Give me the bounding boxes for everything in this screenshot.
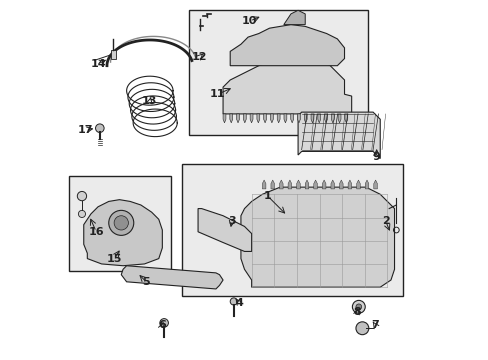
Polygon shape	[83, 200, 162, 266]
Text: 1: 1	[264, 191, 271, 201]
Text: 11: 11	[209, 89, 225, 99]
Polygon shape	[313, 180, 317, 189]
Polygon shape	[262, 180, 265, 189]
Polygon shape	[330, 180, 334, 189]
FancyBboxPatch shape	[69, 176, 171, 271]
Polygon shape	[230, 24, 344, 66]
Polygon shape	[250, 114, 252, 123]
Circle shape	[352, 300, 365, 313]
Polygon shape	[356, 180, 360, 189]
Polygon shape	[296, 180, 300, 189]
Text: 17: 17	[78, 125, 93, 135]
Polygon shape	[298, 112, 380, 158]
Polygon shape	[287, 180, 291, 189]
Polygon shape	[347, 180, 351, 189]
Circle shape	[95, 124, 104, 132]
Polygon shape	[331, 114, 333, 123]
Text: 5: 5	[142, 277, 150, 287]
Polygon shape	[223, 114, 225, 123]
Polygon shape	[277, 114, 280, 123]
Circle shape	[160, 319, 168, 327]
Polygon shape	[337, 114, 340, 123]
Text: 16: 16	[88, 227, 104, 237]
FancyBboxPatch shape	[182, 164, 403, 296]
Text: 6: 6	[158, 320, 166, 330]
Bar	[110, 50, 116, 59]
Polygon shape	[290, 114, 293, 123]
Polygon shape	[339, 180, 343, 189]
Polygon shape	[317, 114, 320, 123]
Text: 3: 3	[228, 216, 235, 226]
Polygon shape	[223, 57, 351, 114]
Polygon shape	[270, 114, 273, 123]
Circle shape	[108, 210, 134, 235]
Polygon shape	[297, 114, 300, 123]
Polygon shape	[322, 180, 325, 189]
Text: 13: 13	[142, 96, 157, 107]
Polygon shape	[305, 180, 308, 189]
Polygon shape	[256, 114, 259, 123]
Polygon shape	[229, 114, 232, 123]
Text: 10: 10	[242, 16, 257, 26]
Polygon shape	[243, 114, 246, 123]
Circle shape	[114, 216, 128, 230]
Text: 7: 7	[370, 320, 378, 330]
Polygon shape	[121, 266, 223, 289]
Polygon shape	[344, 114, 347, 123]
Polygon shape	[270, 180, 274, 189]
Text: 9: 9	[372, 152, 380, 162]
Polygon shape	[365, 180, 368, 189]
Polygon shape	[241, 187, 394, 287]
Polygon shape	[198, 208, 251, 251]
Text: 2: 2	[381, 216, 388, 226]
Circle shape	[230, 298, 237, 305]
Text: 4: 4	[235, 298, 243, 308]
Polygon shape	[284, 114, 286, 123]
Polygon shape	[324, 114, 327, 123]
Polygon shape	[304, 114, 306, 123]
Circle shape	[78, 210, 85, 217]
Text: 15: 15	[106, 253, 122, 264]
Polygon shape	[236, 114, 239, 123]
Circle shape	[77, 192, 86, 201]
Text: 8: 8	[352, 307, 360, 317]
Polygon shape	[283, 10, 305, 24]
Circle shape	[355, 304, 361, 310]
Text: 12: 12	[192, 52, 207, 62]
FancyBboxPatch shape	[189, 10, 367, 135]
Polygon shape	[263, 114, 266, 123]
Polygon shape	[279, 180, 283, 189]
Polygon shape	[373, 180, 377, 189]
Text: 14: 14	[90, 59, 105, 69]
Polygon shape	[310, 114, 313, 123]
Circle shape	[355, 322, 368, 335]
